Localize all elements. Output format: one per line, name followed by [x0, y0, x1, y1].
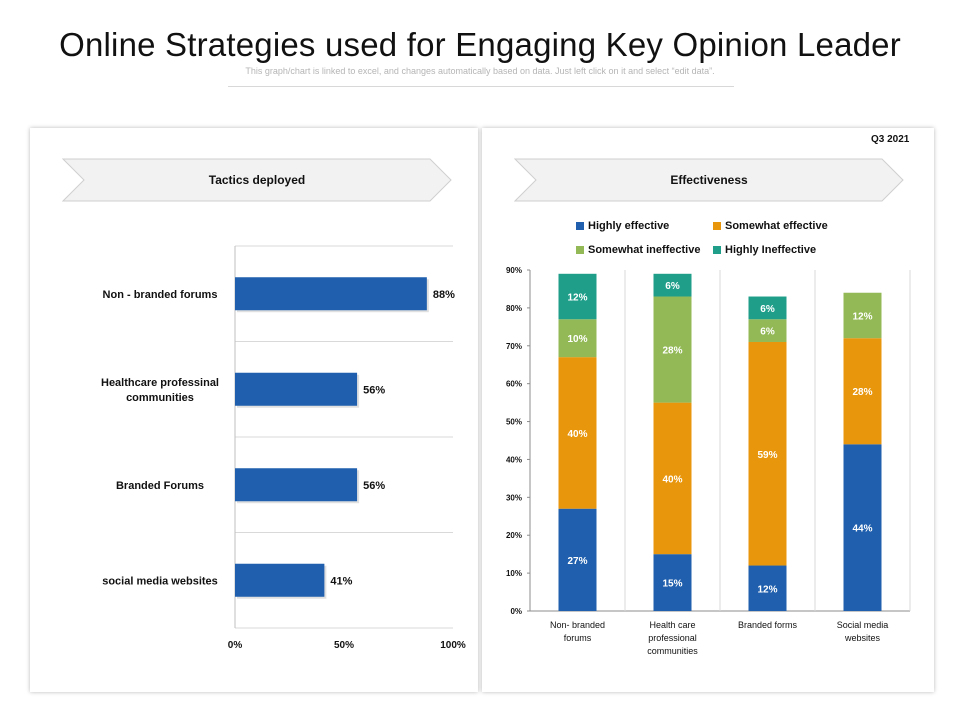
x-category-label: Social media websites: [837, 620, 889, 643]
stack-segment-somewhat-ineffective: [748, 319, 787, 342]
stack-segment-highly-ineffective: [653, 273, 692, 297]
stack-segment-somewhat-effective: [843, 338, 882, 445]
bar-1: [235, 277, 427, 311]
legend-swatch: [713, 222, 721, 230]
segment-value-label: 12%: [757, 584, 777, 595]
category-label: social media websites: [102, 575, 218, 587]
y-tick-label: 50%: [506, 418, 522, 427]
segment-value-label: 15%: [662, 579, 682, 590]
legend-item: Highly effective: [576, 220, 669, 232]
category-label-line: Branded Forums: [116, 480, 204, 492]
legend-item: Highly Ineffective: [713, 244, 816, 256]
bar-3: [235, 468, 358, 502]
stack-segment-highly-ineffective: [558, 273, 597, 320]
category-label: Healthcare professinal communities: [101, 377, 219, 404]
x-category-label-line: Non- branded: [550, 620, 605, 630]
bar-value-label: 41%: [330, 575, 352, 587]
segment-value-label: 40%: [567, 429, 587, 440]
stack-segment-somewhat-effective: [558, 357, 597, 509]
y-tick-label: 90%: [506, 266, 522, 275]
page-subtitle: This graph/chart is linked to excel, and…: [245, 66, 715, 76]
segment-value-label: 40%: [662, 474, 682, 485]
x-tick-label: 50%: [334, 640, 354, 651]
y-tick-label: 10%: [506, 569, 522, 578]
legend-label: Somewhat effective: [725, 220, 828, 232]
x-category-label: Health care professional communities: [647, 620, 698, 656]
x-category-label-line: forums: [564, 633, 592, 643]
tactics-banner: Tactics deployed: [62, 158, 452, 202]
page-title: Online Strategies used for Engaging Key …: [59, 26, 901, 63]
stack-segment-somewhat-ineffective: [843, 292, 882, 339]
segment-value-label: 6%: [665, 281, 680, 292]
legend-item: Somewhat ineffective: [576, 244, 700, 256]
x-category-label-line: communities: [647, 646, 698, 656]
category-label: Non - branded forums: [103, 289, 218, 301]
segment-value-label: 12%: [852, 311, 872, 322]
effectiveness-banner: Effectiveness: [514, 158, 904, 202]
segment-value-label: 12%: [567, 293, 587, 304]
legend-item: Somewhat effective: [713, 220, 828, 232]
x-category-label-line: websites: [844, 633, 881, 643]
title-divider: [228, 86, 734, 87]
bar-value-label: 88%: [433, 289, 455, 301]
category-label-line: Healthcare professinal: [101, 377, 219, 389]
stack-segment-highly-effective: [843, 444, 882, 611]
tactics-panel: [30, 128, 478, 692]
y-tick-label: 20%: [506, 531, 522, 540]
stack-segment-highly-effective: [748, 565, 787, 611]
legend-label: Highly Ineffective: [725, 244, 817, 256]
segment-value-label: 6%: [760, 304, 775, 315]
banner-arrow-shape: [514, 158, 904, 202]
x-tick-label: 100%: [440, 640, 466, 651]
bar-value-label: 56%: [363, 384, 385, 396]
x-tick-label: 0%: [228, 640, 243, 651]
category-label: Branded Forums: [116, 480, 204, 492]
bar-4: [235, 563, 325, 597]
stack-segment-somewhat-effective: [748, 341, 787, 566]
category-label-line: social media websites: [102, 575, 218, 587]
tactics-banner-label: Tactics deployed: [208, 173, 306, 187]
y-tick-label: 30%: [506, 493, 522, 502]
segment-value-label: 59%: [757, 450, 777, 461]
segment-value-label: 28%: [852, 387, 872, 398]
legend-label: Highly effective: [588, 220, 670, 232]
segment-value-label: 44%: [852, 524, 872, 535]
stack-segment-somewhat-effective: [653, 402, 692, 555]
segment-value-label: 28%: [662, 346, 682, 357]
x-category-label: Non- branded forums: [550, 620, 605, 643]
stack-segment-highly-effective: [558, 508, 597, 611]
y-tick-label: 0%: [510, 607, 522, 616]
stack-segment-somewhat-ineffective: [558, 319, 597, 358]
x-category-label: Branded forms: [738, 620, 798, 630]
category-label-line: communities: [126, 392, 194, 404]
legend-swatch: [713, 246, 721, 254]
x-category-label-line: professional: [648, 633, 697, 643]
banner-arrow-shape: [62, 158, 452, 202]
x-category-label-line: Health care: [649, 620, 695, 630]
y-tick-label: 60%: [506, 380, 522, 389]
bar-2: [235, 372, 358, 406]
category-label-line: Non - branded forums: [103, 289, 218, 301]
bar-value-label: 56%: [363, 480, 385, 492]
segment-value-label: 10%: [567, 334, 587, 345]
legend-label: Somewhat ineffective: [588, 244, 701, 256]
stack-segment-highly-ineffective: [748, 296, 787, 320]
stack-segment-highly-effective: [653, 554, 692, 611]
segment-value-label: 27%: [567, 556, 587, 567]
stack-segment-somewhat-ineffective: [653, 296, 692, 403]
y-tick-label: 40%: [506, 455, 522, 464]
legend-swatch: [576, 222, 584, 230]
x-category-label-line: Branded forms: [738, 620, 798, 630]
x-category-label-line: Social media: [837, 620, 889, 630]
legend-swatch: [576, 246, 584, 254]
period-label: Q3 2021: [871, 134, 910, 145]
y-tick-label: 80%: [506, 304, 522, 313]
y-tick-label: 70%: [506, 342, 522, 351]
segment-value-label: 6%: [760, 327, 775, 338]
effectiveness-banner-label: Effectiveness: [670, 173, 748, 187]
